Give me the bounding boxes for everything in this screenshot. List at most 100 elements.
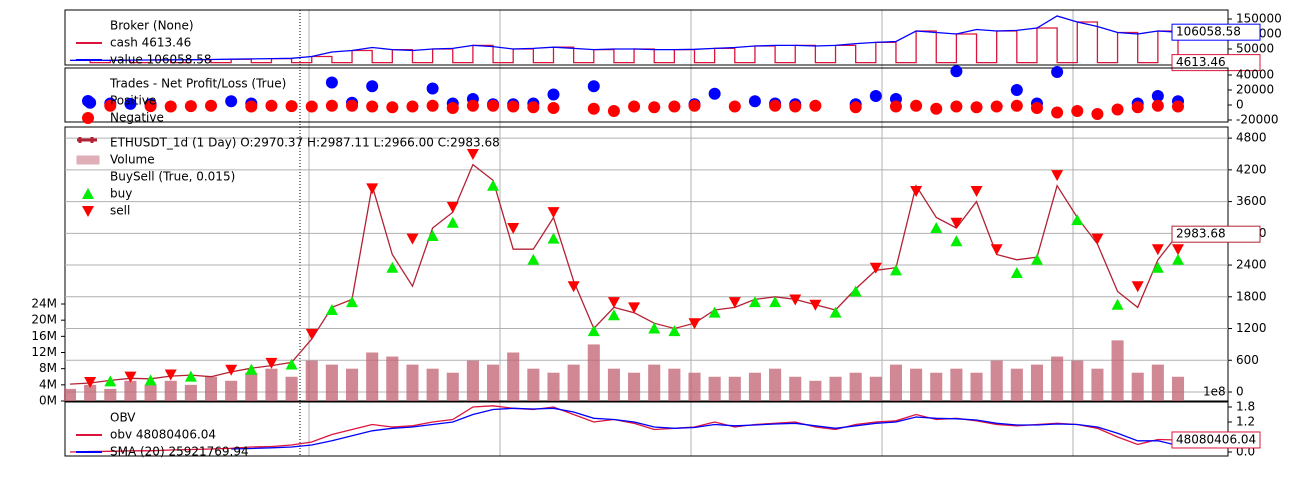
buy-marker — [889, 264, 902, 276]
trade-marker — [305, 100, 318, 113]
volume-bar — [1051, 356, 1064, 401]
trade-marker — [1151, 99, 1164, 112]
sell-marker — [406, 233, 419, 245]
legend-title: Trades - Net Profit/Loss (True) — [109, 77, 286, 91]
sell-marker — [366, 183, 379, 195]
sell-marker — [1151, 244, 1164, 256]
volume-bar — [628, 372, 641, 401]
volume-bar — [648, 364, 661, 401]
buy-marker — [184, 370, 197, 382]
volume-bar — [446, 372, 459, 401]
volume-bar — [507, 352, 520, 401]
buy-marker — [849, 285, 862, 297]
sell-marker — [809, 299, 822, 311]
volume-bar — [305, 360, 318, 401]
trade-marker — [950, 100, 963, 113]
sell-marker — [990, 244, 1003, 256]
trade-marker — [748, 95, 761, 108]
sell-marker — [567, 281, 580, 293]
trade-marker — [769, 99, 782, 112]
y-tick-label: 40000 — [1236, 67, 1274, 81]
volume-bar — [84, 384, 97, 401]
plot-area — [70, 15, 1179, 64]
panel-frame — [64, 401, 1229, 457]
y-tick-label: 150000 — [1236, 12, 1282, 26]
legend-label: Negative — [110, 111, 164, 125]
sell-marker — [1172, 244, 1184, 256]
buy-marker — [668, 325, 681, 337]
volume-bar — [789, 376, 802, 401]
y-tick-label: 600 — [1236, 353, 1259, 367]
volume-bar — [406, 364, 419, 401]
trade-marker — [225, 95, 238, 108]
y2-tick-label: 4M — [39, 377, 57, 391]
trade-marker — [547, 101, 560, 114]
buy-marker — [1111, 298, 1124, 310]
trade-marker — [1051, 106, 1064, 119]
volume-bar — [225, 380, 238, 401]
sell-marker — [466, 148, 479, 160]
volume-bar — [587, 344, 600, 401]
legend-group: BuySell (True, 0.015) — [110, 170, 235, 184]
step-line — [70, 21, 1179, 64]
legend-icon — [82, 112, 94, 124]
legend-label: buy — [110, 187, 132, 201]
trade-marker — [587, 102, 600, 115]
volume-bar — [809, 380, 822, 401]
value-tag-label: 48080406.04 — [1176, 432, 1256, 446]
trade-marker — [164, 100, 177, 113]
buy-marker — [607, 309, 620, 321]
buy-marker — [426, 229, 439, 241]
y2-tick-label: 16M — [31, 329, 57, 343]
sell-marker — [305, 328, 318, 340]
line — [70, 15, 1179, 62]
volume-bar — [607, 368, 620, 401]
sell-marker — [910, 186, 923, 198]
trade-marker — [366, 80, 379, 93]
y-tick-label: 1.2 — [1236, 415, 1255, 429]
buy-marker — [587, 325, 600, 337]
volume-bar — [1151, 364, 1164, 401]
legend-title: OBV — [110, 411, 136, 425]
y-tick-label: 4800 — [1236, 131, 1267, 145]
legend-label: Volume — [110, 153, 155, 167]
buy-marker — [829, 306, 842, 318]
trade-marker — [1071, 104, 1084, 117]
buy-marker — [325, 304, 338, 316]
trade-marker — [809, 99, 822, 112]
trade-marker — [325, 99, 338, 112]
volume-bar — [144, 384, 157, 401]
volume-bar — [63, 388, 77, 401]
volume-bar — [426, 368, 439, 401]
volume-bar — [184, 384, 197, 401]
value-tag-label: 2983.68 — [1176, 227, 1226, 241]
trade-marker — [688, 99, 701, 112]
trade-marker — [1151, 89, 1164, 102]
volume-bar — [345, 368, 359, 401]
volume-bar — [567, 364, 580, 401]
volume-bar — [728, 376, 741, 401]
volume-bar — [910, 368, 923, 401]
volume-bar — [285, 376, 298, 401]
plot-area — [69, 405, 1179, 453]
volume-bar — [829, 376, 842, 401]
value-tag-label: 106058.58 — [1176, 25, 1241, 39]
trade-marker — [587, 80, 600, 93]
plot-area — [63, 148, 1185, 401]
volume-bar — [889, 364, 903, 401]
buy-marker — [527, 253, 540, 265]
volume-bar — [849, 372, 862, 401]
trade-marker — [950, 65, 963, 78]
sell-marker — [869, 262, 882, 274]
volume-bar — [204, 376, 218, 401]
volume-bar — [1091, 368, 1104, 401]
trade-marker — [386, 101, 399, 114]
y-tick-label: 4200 — [1236, 162, 1267, 176]
trade-marker — [184, 100, 197, 113]
y-tick-label: 20000 — [1236, 82, 1274, 96]
trade-marker — [889, 100, 902, 113]
value-tag — [1171, 23, 1261, 41]
trade-marker — [346, 99, 359, 112]
